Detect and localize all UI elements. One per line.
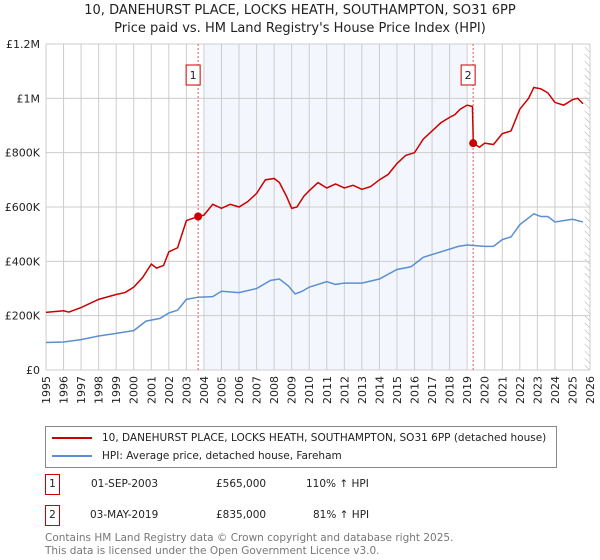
- sale-label: 1: [190, 69, 197, 82]
- y-tick-label: £600K: [5, 201, 41, 214]
- x-tick-label: 2012: [338, 376, 351, 404]
- x-tick-label: 2014: [373, 376, 386, 404]
- x-tick-label: 1997: [75, 376, 88, 404]
- series-line-hpi: [45, 212, 584, 344]
- x-tick-label: 2009: [286, 376, 299, 404]
- x-tick-label: 2019: [461, 376, 474, 404]
- sale-price: £565,000: [216, 478, 267, 490]
- chart-title: 10, DANEHURST PLACE, LOCKS HEATH, SOUTHA…: [84, 3, 516, 18]
- sale-badge: 2: [45, 505, 60, 526]
- y-tick-label: £0: [26, 364, 40, 377]
- sale-hpi: 81% ↑ HPI: [313, 509, 370, 521]
- y-tick-label: £1.2M: [6, 38, 40, 51]
- y-tick-label: £400K: [5, 255, 41, 268]
- sale-date: 01-SEP-2003: [91, 478, 159, 490]
- legend-item-hpi: HPI: Average price, detached house, Fare…: [46, 448, 342, 464]
- sale-point: [469, 139, 478, 148]
- x-tick-label: 2004: [198, 376, 211, 404]
- x-tick-label: 1996: [58, 376, 71, 404]
- x-tick-label: 1998: [93, 376, 106, 404]
- sale-date: 03-MAY-2019: [90, 509, 159, 521]
- sale-label: 2: [465, 69, 472, 82]
- sale-badge: 1: [45, 474, 60, 495]
- footer: Contains HM Land Registry data © Crown c…: [45, 532, 453, 558]
- x-tick-label: 2024: [549, 376, 562, 404]
- x-tick-label: 2015: [391, 376, 404, 404]
- x-tick-label: 2007: [251, 376, 264, 404]
- y-tick-label: £800K: [5, 147, 41, 160]
- x-tick-label: 2006: [233, 376, 246, 404]
- x-tick-label: 2026: [584, 376, 597, 404]
- plot-area: 1995 1996 1997 1998 1999 2000 2001 2002 2003 2004…: [5, 38, 597, 404]
- legend-swatch-blue: [52, 455, 92, 457]
- legend-swatch-red: [52, 437, 92, 439]
- x-tick-label: 2020: [479, 376, 492, 404]
- legend-item-property: 10, DANEHURST PLACE, LOCKS HEATH, SOUTHA…: [46, 430, 546, 446]
- legend: 10, DANEHURST PLACE, LOCKS HEATH, SOUTHA…: [45, 426, 557, 468]
- sale-price: £835,000: [216, 509, 267, 521]
- footer-line-1: Contains HM Land Registry data © Crown c…: [45, 532, 454, 544]
- sale-hpi: 110% ↑ HPI: [306, 478, 369, 490]
- x-tick-label: 2005: [215, 376, 228, 404]
- x-tick-label: 2008: [268, 376, 281, 404]
- x-tick-label: 2016: [409, 376, 422, 404]
- x-tick-label: 2003: [180, 376, 193, 404]
- x-tick-label: 2013: [356, 376, 369, 404]
- x-tick-label: 1995: [40, 376, 53, 404]
- x-tick-label: 2002: [163, 376, 176, 404]
- y-tick-label: £1M: [17, 92, 41, 105]
- x-tick-label: 1999: [110, 376, 123, 404]
- x-tick-label: 2025: [566, 376, 579, 404]
- x-tick-label: 2010: [303, 376, 316, 404]
- y-tick-label: £200K: [5, 310, 41, 323]
- legend-label: HPI: Average price, detached house, Fare…: [102, 450, 342, 462]
- sale-label-box: [185, 64, 201, 86]
- x-tick-label: 2011: [321, 376, 334, 404]
- x-tick-label: 2022: [514, 376, 527, 404]
- x-tick-label: 2001: [145, 376, 158, 404]
- series-line-property: [45, 86, 584, 314]
- x-tick-label: 2018: [444, 376, 457, 404]
- x-tick-label: 2023: [531, 376, 544, 404]
- legend-label: 10, DANEHURST PLACE, LOCKS HEATH, SOUTHA…: [102, 432, 547, 444]
- x-tick-label: 2021: [496, 376, 509, 404]
- footer-line-2: This data is licensed under the Open Gov…: [45, 545, 380, 557]
- x-tick-label: 2017: [426, 376, 439, 404]
- sale-point: [194, 212, 203, 221]
- x-tick-label: 2000: [128, 376, 141, 404]
- chart-subtitle: Price paid vs. HM Land Registry's House …: [114, 21, 486, 36]
- sale-label-box: [460, 64, 476, 86]
